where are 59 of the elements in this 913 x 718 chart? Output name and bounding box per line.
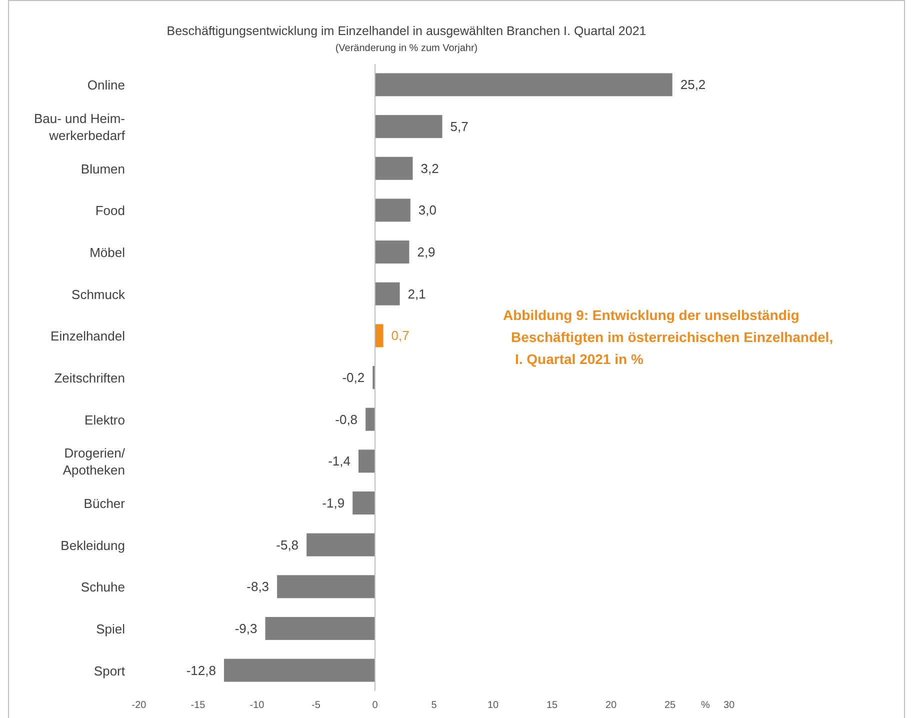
y-tick-label: Elektro: [84, 412, 125, 427]
x-tick-label: 10: [487, 700, 499, 711]
bar: [358, 450, 375, 473]
bar: [375, 240, 410, 264]
bar: [375, 324, 384, 348]
x-tick-label: -20: [132, 700, 147, 711]
chart-title: Beschäftigungsentwicklung im Einzelhandel in ausgewählten Branchen I. Quartal 2021: [166, 24, 646, 38]
x-axis-title: %: [700, 700, 710, 711]
data-label: 3,2: [420, 160, 439, 176]
y-tick-label: Drogerien/ Apotheken: [62, 445, 126, 478]
bar: [375, 198, 410, 222]
data-label: -9,3: [234, 620, 258, 636]
bar: [375, 282, 400, 306]
bar: [375, 73, 672, 96]
bar: [375, 115, 442, 138]
y-tick-label: Sport: [94, 662, 126, 678]
data-label: -1,9: [322, 495, 345, 510]
x-tick-label: 25: [664, 700, 676, 711]
data-label: 25,2: [680, 77, 706, 92]
data-label: 3,0: [418, 202, 436, 218]
x-tick-label: 20: [605, 700, 617, 711]
y-tick-label: Bücher: [84, 495, 126, 510]
data-label: 2,9: [417, 244, 436, 260]
y-tick-label: Schuhe: [80, 579, 125, 594]
data-label: 2,1: [408, 286, 426, 302]
x-tick-label: 5: [431, 700, 438, 711]
data-label: -1,4: [328, 454, 350, 469]
data-label: -8,3: [246, 579, 270, 594]
data-label: -5,8: [276, 537, 299, 552]
x-tick-label: 30: [723, 700, 735, 711]
bar: [265, 616, 375, 640]
data-label: -12,8: [186, 662, 216, 678]
data-label: 0,7: [391, 328, 410, 344]
y-tick-label: Online: [87, 77, 125, 92]
y-tick-label: Blumen: [80, 160, 125, 176]
bar: [352, 491, 375, 514]
y-tick-label: Zeitschriften: [54, 370, 125, 385]
x-tick-label: 0: [372, 700, 378, 711]
bar: [224, 658, 375, 682]
bar: [375, 156, 413, 180]
annotation: Abbildung 9: Entwicklung der unselbständig Beschäftigten im österreichischen Einzelhandel, I. Quartal 2021 in %: [503, 307, 834, 367]
y-tick-label: Möbel: [90, 244, 126, 260]
bar: [306, 533, 375, 556]
x-tick-label: -10: [250, 700, 265, 711]
data-label: -0,8: [335, 412, 358, 427]
y-tick-label: Food: [95, 202, 125, 218]
chart-subtitle: (Veränderung in % zum Vorjahr): [335, 43, 478, 54]
data-label: 5,7: [450, 119, 468, 134]
x-tick-label: -15: [190, 700, 206, 711]
y-tick-label: Spiel: [96, 620, 126, 636]
data-label: -0,2: [342, 370, 365, 385]
y-tick-label: Bau- und Heim- werkerbedarf: [34, 110, 126, 143]
y-tick-label: Einzelhandel: [50, 328, 126, 344]
y-tick-label: Schmuck: [72, 286, 126, 302]
bar: [366, 408, 375, 431]
x-tick-label: -5: [312, 700, 321, 711]
x-tick-label: 15: [546, 700, 558, 711]
y-tick-label: Bekleidung: [60, 537, 125, 552]
bar: [277, 575, 375, 598]
